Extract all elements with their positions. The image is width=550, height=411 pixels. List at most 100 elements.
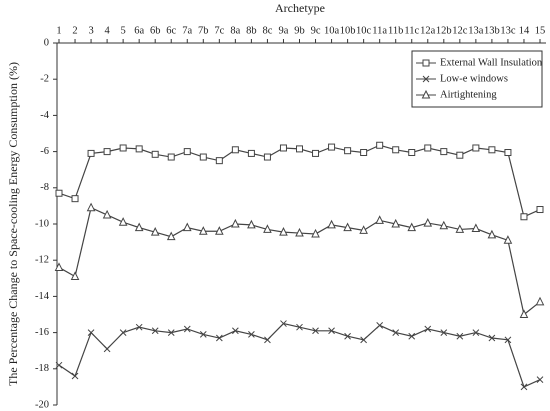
- point: [344, 332, 351, 340]
- point: [247, 149, 255, 157]
- point: [263, 224, 272, 233]
- x-tick-label: 11b: [388, 25, 403, 36]
- y-tick-label: -20: [35, 399, 49, 410]
- point: [279, 227, 288, 236]
- point: [296, 323, 303, 331]
- point: [343, 222, 352, 232]
- point: [151, 150, 159, 158]
- point: [264, 336, 271, 344]
- x-tick-label: 11a: [372, 25, 387, 36]
- x-tick-label: 8b: [246, 25, 257, 36]
- x-tick-label: 10a: [324, 25, 340, 36]
- x-tick-label: 12b: [436, 25, 452, 36]
- point: [424, 144, 432, 152]
- point: [183, 148, 191, 156]
- point: [166, 231, 176, 241]
- point: [102, 209, 112, 219]
- x-tick-label: 13b: [484, 25, 500, 36]
- y-tick-label: -8: [40, 182, 49, 193]
- x-tick-label: 8c: [262, 25, 272, 36]
- x-tick-label: 9c: [311, 25, 321, 36]
- point: [440, 329, 448, 336]
- point: [231, 218, 240, 228]
- x-tick-label: 14: [519, 25, 530, 36]
- point: [535, 296, 545, 306]
- y-tick-label: -18: [35, 363, 49, 374]
- point: [488, 146, 496, 154]
- point: [119, 144, 127, 152]
- x-tick-label: 10b: [340, 25, 356, 36]
- point: [360, 149, 368, 157]
- y-tick-label: 0: [44, 37, 49, 48]
- point: [55, 361, 63, 369]
- point: [71, 372, 79, 380]
- point: [312, 327, 319, 335]
- legend-label: Airtightening: [440, 89, 497, 100]
- point: [424, 325, 432, 333]
- point: [392, 146, 400, 154]
- point: [151, 327, 159, 335]
- point: [71, 195, 79, 203]
- point: [134, 222, 144, 232]
- point: [119, 329, 127, 336]
- x-tick-label: 13a: [468, 25, 484, 36]
- point: [503, 235, 513, 244]
- x-tick-label: 6c: [166, 25, 176, 36]
- point: [328, 327, 335, 335]
- x-tick-label: 12a: [420, 25, 436, 36]
- point: [199, 331, 207, 338]
- point: [422, 75, 430, 83]
- point: [87, 329, 95, 336]
- point: [536, 376, 544, 384]
- x-tick-label: 8a: [230, 25, 240, 36]
- x-tick-label: 6a: [134, 25, 144, 36]
- x-tick-label: 9b: [294, 25, 305, 36]
- point: [296, 145, 303, 153]
- point: [407, 222, 417, 232]
- point: [471, 223, 481, 233]
- point: [103, 148, 111, 156]
- point: [311, 228, 320, 238]
- point: [135, 145, 143, 153]
- point: [118, 217, 128, 226]
- point: [182, 222, 192, 232]
- point: [472, 144, 480, 152]
- point: [408, 332, 416, 340]
- point: [86, 202, 96, 212]
- point: [280, 320, 287, 327]
- x-tick-label: 12c: [452, 25, 468, 36]
- x-tick-label: 6b: [150, 25, 161, 36]
- point: [231, 146, 239, 154]
- point: [422, 59, 430, 67]
- point: [536, 206, 544, 214]
- point: [376, 141, 384, 149]
- point: [344, 147, 352, 155]
- series-line: [58, 322, 541, 388]
- point: [421, 89, 431, 99]
- point: [504, 149, 512, 157]
- x-tick-label: 13c: [500, 25, 516, 36]
- point: [215, 157, 223, 165]
- point: [423, 217, 433, 227]
- x-tick-label: 2: [72, 25, 77, 36]
- point: [279, 144, 287, 152]
- point: [198, 226, 208, 235]
- point: [247, 219, 256, 229]
- y-tick-label: -14: [35, 291, 50, 302]
- point: [215, 334, 223, 342]
- point: [520, 383, 528, 391]
- point: [408, 149, 416, 157]
- point: [376, 322, 384, 329]
- point: [135, 323, 143, 331]
- point: [456, 151, 464, 159]
- point: [55, 189, 63, 197]
- point: [70, 271, 80, 280]
- point: [439, 220, 449, 230]
- point: [375, 215, 384, 224]
- point: [392, 329, 400, 336]
- y-tick-label: -2: [40, 74, 49, 85]
- x-tick-label: 5: [121, 25, 126, 36]
- point: [232, 327, 239, 335]
- x-tick-label: 7b: [198, 25, 209, 36]
